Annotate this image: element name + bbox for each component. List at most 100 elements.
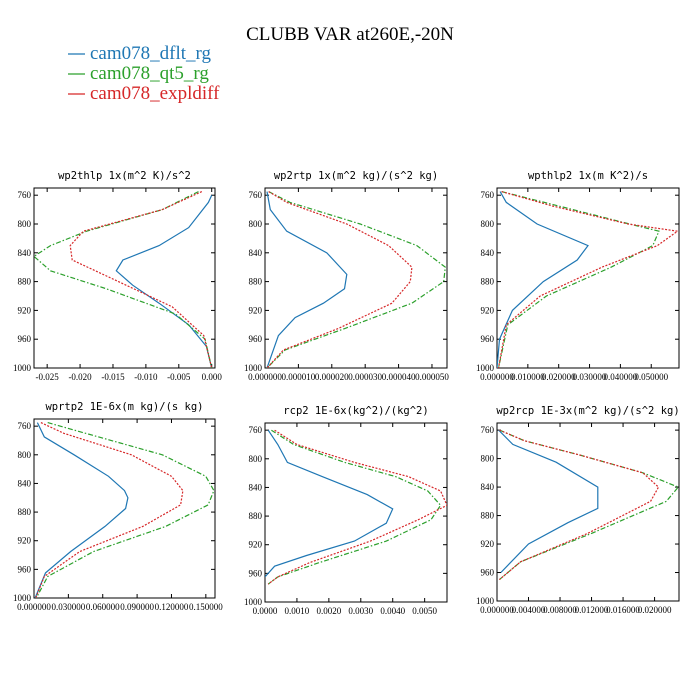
x-tick-label: 0.004000 [512,605,546,615]
series-line-cam078-dflt-rg [497,191,589,368]
panel-title: wp2rtp 1x(m^2 kg)/(s^2 kg) [274,170,438,182]
y-tick-label: 840 [18,248,32,258]
x-tick-label: 0.020000 [542,372,576,382]
x-tick-label: 0.040000 [604,372,638,382]
y-tick-label: 1000 [244,363,263,373]
x-tick-label: -0.005 [167,372,191,382]
x-tick-label: 0.000 [202,372,223,382]
y-tick-label: 1000 [13,363,32,373]
y-tick-label: 800 [18,450,32,460]
figure-title: CLUBB VAR at260E,-20N [246,24,454,45]
x-tick-label: 0.016000 [606,605,640,615]
y-tick-label: 1000 [13,593,32,603]
x-tick-label: 0.0000 [253,606,278,616]
y-tick-label: 960 [481,334,495,344]
y-tick-label: 1000 [244,597,263,607]
plot-frame [33,418,216,599]
x-tick-label: 0.090000 [120,602,154,612]
series-line-cam078-dflt-rg [115,194,213,368]
y-tick-label: 920 [481,305,495,315]
panel-5: rcp2 1E-6x(kg^2)/(kg^2) 760 800 840 880 920 96… [244,405,448,616]
x-tick-label: 0.150000 [189,602,223,612]
y-tick-label: 880 [18,507,32,517]
y-tick-label: 880 [249,511,263,521]
y-tick-label: 840 [481,482,495,492]
y-tick-label: 880 [481,511,495,521]
x-tick-label: 0.0050 [412,606,437,616]
x-tick-label: 0.000000 [17,602,51,612]
legend-entry: cam078_dflt_rg [68,43,212,64]
y-tick-label: 760 [18,190,32,200]
series-line-cam078-dflt-rg [498,429,599,573]
x-tick-label: 0.030000 [51,602,85,612]
x-tick-label: 0.0020 [316,606,341,616]
y-tick-label: 800 [481,219,495,229]
y-tick-label: 1000 [476,596,495,606]
x-tick-label: 0.0010 [285,606,310,616]
panel-title: wprtp2 1E-6x(m kg)/(s kg) [45,401,203,413]
legend-entry: cam078_expldiff [68,83,220,104]
series-line-cam078-expldiff [266,191,413,368]
y-tick-label: 800 [18,219,32,229]
series-line-cam078-expldiff [497,191,679,368]
series-line-cam078-qt5-rg [266,191,446,368]
y-tick-label: 840 [249,482,263,492]
plot-frame [496,187,680,369]
y-tick-label: 760 [249,425,263,435]
panel-2: wp2rtp 1x(m^2 kg)/(s^2 kg) 760 800 840 880 92… [244,170,449,382]
panel-3: wpthlp2 1x(m K^2)/s 760 800 840 880 920 960 100… [476,170,680,382]
series-line-cam078-qt5-rg [497,191,660,368]
y-tick-label: 760 [481,425,495,435]
series-line-cam078-qt5-rg [34,191,213,368]
y-tick-label: 760 [481,190,495,200]
panel-title: wpthlp2 1x(m K^2)/s [528,170,648,182]
x-tick-label: -0.025 [36,372,60,382]
panel-title: wp2rcp 1E-3x(m^2 kg)/(s^2 kg) [496,405,679,417]
y-tick-label: 1000 [476,363,495,373]
x-tick-label: 0.050000 [634,372,668,382]
y-tick-label: 920 [249,540,263,550]
x-tick-label: -0.010 [134,372,158,382]
y-tick-label: 960 [18,564,32,574]
legend: cam078_dflt_rgcam078_qt5_rgcam078_expldi… [68,43,220,104]
y-tick-label: 960 [249,334,263,344]
series-line-cam078-qt5-rg [35,422,215,598]
series-line-cam078-expldiff [499,429,660,581]
y-tick-label: 840 [18,478,32,488]
legend-label: cam078_qt5_rg [90,63,209,84]
x-tick-label: 0.060000 [86,602,120,612]
y-tick-label: 800 [249,219,263,229]
x-tick-label: 0.000030 [348,372,382,382]
y-tick-label: 800 [481,454,495,464]
y-tick-label: 880 [481,277,495,287]
plot-frame [264,422,448,603]
plot-frame [264,187,448,369]
y-tick-label: 960 [18,334,32,344]
series-line-cam078-qt5-rg [267,429,442,585]
x-tick-label: 0.010000 [511,372,545,382]
x-tick-label: 0.020000 [638,605,672,615]
y-tick-label: 880 [249,277,263,287]
panel-1: wp2thlp 1x(m^2 K)/s^2 760 800 840 880 920 960 1… [13,170,222,382]
x-tick-label: 0.000000 [480,372,514,382]
y-tick-label: 760 [249,190,263,200]
y-tick-label: 920 [249,305,263,315]
panel-6: wp2rcp 1E-3x(m^2 kg)/(s^2 kg)760 800 840 88… [476,405,680,615]
plot-frame [33,187,216,369]
y-tick-label: 760 [18,421,32,431]
panels: wp2thlp 1x(m^2 K)/s^2 760 800 840 880 920 960 1… [13,170,680,616]
x-tick-label: 0.000010 [282,372,316,382]
x-tick-label: 0.000050 [415,372,449,382]
panel-title: rcp2 1E-6x(kg^2)/(kg^2) [283,405,428,417]
plot-frame [496,422,680,602]
x-tick-label: 0.012000 [575,605,609,615]
y-tick-label: 920 [18,536,32,546]
panel-4: wprtp2 1E-6x(m kg)/(s kg) 760 800 840 880 920… [13,401,223,612]
series-line-cam078-expldiff [35,422,184,598]
y-tick-label: 960 [249,568,263,578]
y-tick-label: 800 [249,454,263,464]
x-tick-label: 0.000040 [382,372,416,382]
series-line-cam078-qt5-rg [499,429,679,581]
series-line-cam078-expldiff [69,191,213,368]
